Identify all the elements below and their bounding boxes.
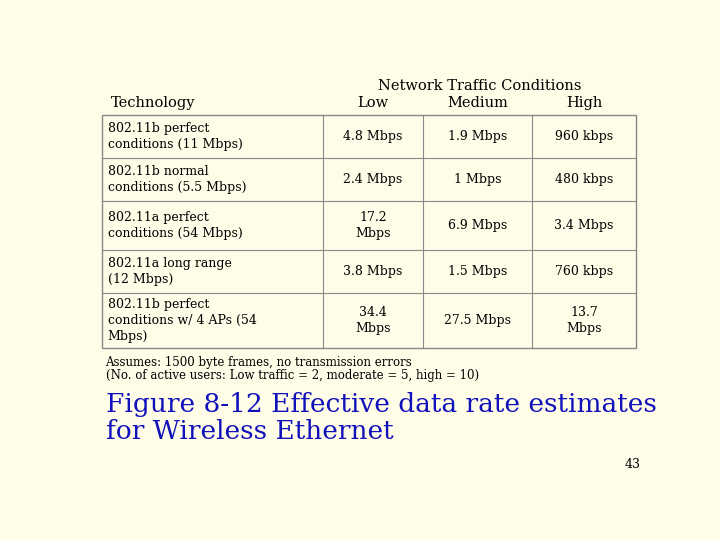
Text: Technology: Technology [111, 96, 195, 110]
Text: 802.11b perfect
conditions w/ 4 APs (54
Mbps): 802.11b perfect conditions w/ 4 APs (54 … [108, 298, 257, 343]
Text: 6.9 Mbps: 6.9 Mbps [448, 219, 507, 232]
Text: 34.4
Mbps: 34.4 Mbps [355, 306, 391, 335]
Text: 960 kbps: 960 kbps [555, 130, 613, 143]
Text: Figure 8-12 Effective data rate estimates: Figure 8-12 Effective data rate estimate… [106, 392, 657, 417]
Text: 3.4 Mbps: 3.4 Mbps [554, 219, 613, 232]
Text: Network Traffic Conditions: Network Traffic Conditions [378, 79, 581, 93]
Text: 1.5 Mbps: 1.5 Mbps [448, 265, 507, 278]
Text: (No. of active users: Low traffic = 2, moderate = 5, high = 10): (No. of active users: Low traffic = 2, m… [106, 369, 479, 382]
Text: 802.11a perfect
conditions (54 Mbps): 802.11a perfect conditions (54 Mbps) [108, 211, 243, 240]
Text: Low: Low [357, 96, 388, 110]
Text: 2.4 Mbps: 2.4 Mbps [343, 173, 402, 186]
Text: 4.8 Mbps: 4.8 Mbps [343, 130, 402, 143]
Text: Medium: Medium [447, 96, 508, 110]
Text: 802.11a long range
(12 Mbps): 802.11a long range (12 Mbps) [108, 257, 232, 286]
Text: 3.8 Mbps: 3.8 Mbps [343, 265, 402, 278]
Text: for Wireless Ethernet: for Wireless Ethernet [106, 419, 393, 444]
Text: 802.11b normal
conditions (5.5 Mbps): 802.11b normal conditions (5.5 Mbps) [108, 165, 246, 194]
Text: 13.7
Mbps: 13.7 Mbps [567, 306, 602, 335]
Text: 27.5 Mbps: 27.5 Mbps [444, 314, 511, 327]
Text: 1 Mbps: 1 Mbps [454, 173, 501, 186]
Text: 802.11b perfect
conditions (11 Mbps): 802.11b perfect conditions (11 Mbps) [108, 122, 243, 151]
Bar [102, 115, 636, 348]
Text: 480 kbps: 480 kbps [555, 173, 613, 186]
Text: 1.9 Mbps: 1.9 Mbps [448, 130, 507, 143]
Text: 760 kbps: 760 kbps [555, 265, 613, 278]
Text: 17.2
Mbps: 17.2 Mbps [355, 211, 391, 240]
Text: Assumes: 1500 byte frames, no transmission errors: Assumes: 1500 byte frames, no transmissi… [106, 356, 413, 369]
Text: High: High [566, 96, 602, 110]
Text: 43: 43 [624, 457, 640, 470]
